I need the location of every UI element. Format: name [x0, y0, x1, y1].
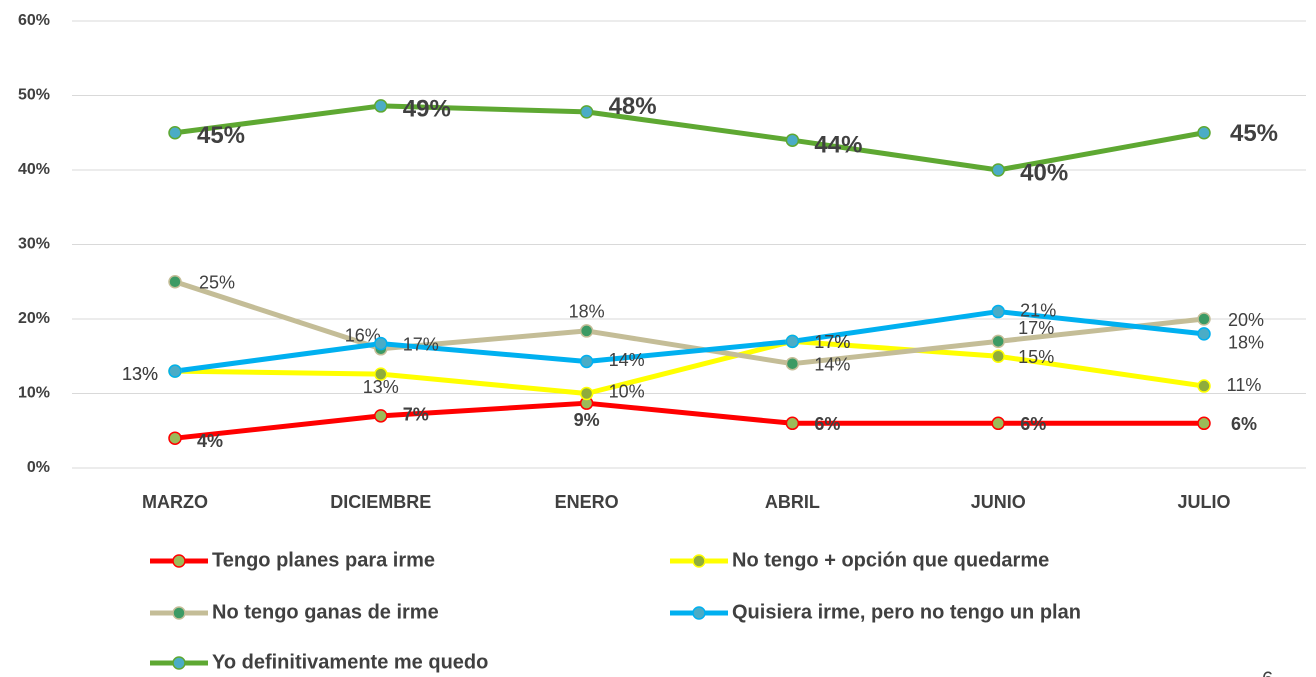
- legend-marker: [172, 554, 186, 568]
- marker: [168, 431, 182, 445]
- marker: [991, 334, 1005, 349]
- y-tick-label: 10%: [18, 385, 50, 402]
- y-tick-label: 30%: [18, 236, 50, 253]
- data-label: 40%: [1020, 159, 1068, 186]
- x-tick-label: JULIO: [1177, 492, 1230, 512]
- y-tick-label: 40%: [18, 161, 50, 178]
- marker: [991, 349, 1005, 363]
- marker: [168, 126, 182, 140]
- data-label: 18%: [1228, 333, 1264, 353]
- marker: [374, 409, 388, 423]
- marker: [374, 336, 388, 351]
- legend-marker: [692, 606, 706, 620]
- data-label: 45%: [1230, 120, 1278, 147]
- y-tick-label: 20%: [18, 310, 50, 327]
- line: [174, 103, 1205, 173]
- legend-marker: [172, 606, 186, 620]
- legend-marker: [692, 554, 706, 568]
- data-label: 16%: [345, 326, 381, 346]
- marker: [785, 416, 800, 431]
- data-label: 17%: [814, 332, 850, 352]
- marker: [785, 334, 800, 349]
- data-label: 6%: [1231, 414, 1257, 434]
- data-label: 20%: [1228, 310, 1264, 330]
- legend-label: No tengo ganas de irme: [212, 601, 439, 623]
- line: [174, 338, 1205, 396]
- data-label: 13%: [363, 377, 399, 397]
- legend-marker: [172, 656, 186, 670]
- data-label: 21%: [1020, 300, 1056, 320]
- line: [174, 279, 1205, 367]
- data-label: 49%: [403, 95, 451, 122]
- data-label: 14%: [609, 350, 645, 370]
- data-label: 6%: [1020, 414, 1046, 434]
- data-label: 44%: [814, 132, 862, 159]
- marker: [1197, 379, 1211, 393]
- y-tick-label: 0%: [27, 459, 50, 476]
- marker: [991, 163, 1005, 177]
- data-label: 6%: [814, 414, 840, 434]
- legend-label: Quisiera irme, pero no tengo un plan: [732, 601, 1081, 623]
- data-label: 17%: [814, 332, 850, 352]
- data-label: 14%: [814, 354, 850, 374]
- marker: [579, 386, 594, 401]
- data-label: 7%: [403, 405, 429, 425]
- x-tick-label: JUNIO: [971, 492, 1026, 512]
- marker: [168, 275, 182, 289]
- marker: [1197, 327, 1211, 341]
- data-label: 25%: [199, 273, 235, 293]
- marker: [374, 99, 388, 113]
- marker: [168, 364, 182, 378]
- marker: [991, 416, 1005, 431]
- y-tick-label: 60%: [18, 12, 50, 29]
- marker: [1197, 312, 1211, 326]
- data-label: 17%: [1018, 318, 1054, 338]
- y-tick-label: 50%: [18, 87, 50, 104]
- data-label: 11%: [1227, 375, 1262, 395]
- marker: [579, 105, 594, 119]
- data-label: 17%: [403, 334, 439, 354]
- data-label: 9%: [574, 410, 600, 430]
- marker: [785, 356, 800, 371]
- legend-label: Yo definitivamente me quedo: [212, 651, 488, 673]
- marker: [1197, 126, 1211, 140]
- legend-label: No tengo + opción que quedarme: [732, 549, 1049, 571]
- data-label: 48%: [609, 93, 657, 120]
- x-tick-label: ENERO: [555, 492, 619, 512]
- marker: [579, 324, 594, 338]
- marker: [1197, 416, 1211, 431]
- x-tick-label: ABRIL: [765, 492, 820, 512]
- line: [174, 400, 1204, 441]
- line: [174, 309, 1205, 374]
- data-label: 10%: [609, 381, 645, 401]
- data-label: 18%: [569, 302, 605, 322]
- data-label: 13%: [122, 364, 158, 384]
- legend-label: Tengo planes para irme: [212, 549, 435, 571]
- marker: [374, 367, 388, 381]
- marker: [991, 304, 1005, 319]
- data-label: 13%: [122, 364, 158, 384]
- x-tick-label: DICIEMBRE: [330, 492, 431, 512]
- marker: [785, 133, 800, 147]
- data-label: 15%: [1018, 347, 1054, 367]
- page-number: 6: [1262, 668, 1273, 677]
- x-tick-label: MARZO: [142, 492, 208, 512]
- data-label: 4%: [197, 431, 223, 451]
- data-label: 45%: [197, 122, 245, 149]
- marker: [579, 354, 594, 369]
